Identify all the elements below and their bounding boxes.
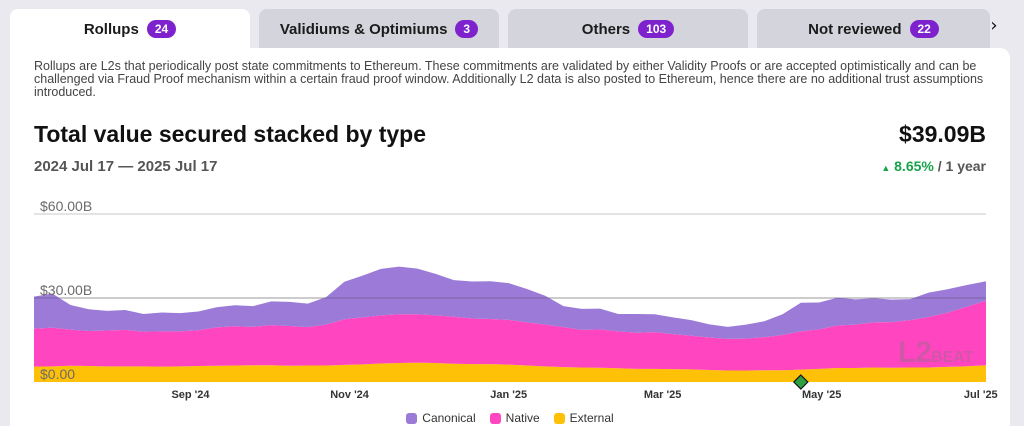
- change-indicator: ▲ 8.65% / 1 year: [881, 158, 986, 174]
- y-tick-label: $30.00B: [40, 282, 92, 298]
- chart-title: Total value secured stacked by type: [34, 121, 427, 147]
- tab-label: Others: [581, 20, 631, 38]
- legend-swatch: [489, 412, 501, 424]
- tab-validiums-optimiums[interactable]: Validiums & Optimiums 3: [259, 9, 499, 49]
- x-tick-label: Sep '24: [171, 389, 210, 401]
- legend-item-canonical[interactable]: Canonical: [406, 411, 476, 425]
- y-tick-label: $0.00: [40, 366, 75, 382]
- total-value: $39.09B: [899, 121, 986, 147]
- x-tick-label: Jan '25: [490, 389, 527, 401]
- x-tick-label: Mar '25: [644, 389, 681, 401]
- tab-bar: Rollups 24 Validiums & Optimiums 3 Other…: [10, 9, 1010, 49]
- x-tick-label: Nov '24: [330, 389, 370, 401]
- legend-item-native[interactable]: Native: [489, 411, 540, 425]
- legend-item-external[interactable]: External: [553, 411, 614, 425]
- count-badge: 103: [638, 20, 675, 38]
- legend-label: External: [569, 411, 614, 425]
- y-tick-label: $60.00B: [40, 198, 92, 214]
- legend-swatch: [553, 412, 565, 424]
- chevron-right-icon[interactable]: ›: [990, 14, 998, 36]
- x-tick-label: May '25: [802, 389, 841, 401]
- tab-label: Validiums & Optimiums: [279, 20, 448, 38]
- tab-label: Rollups: [83, 20, 139, 38]
- area-series-external: [34, 362, 986, 382]
- count-badge: 22: [909, 20, 939, 38]
- chart-legend: Canonical Native External: [10, 411, 1010, 425]
- change-period: / 1 year: [937, 158, 986, 174]
- legend-label: Canonical: [422, 411, 476, 425]
- event-marker-icon: [792, 374, 809, 390]
- tab-rollups[interactable]: Rollups 24: [10, 9, 250, 49]
- tab-label: Not reviewed: [808, 20, 902, 38]
- caret-up-icon: ▲: [881, 163, 891, 173]
- date-range: 2024 Jul 17 — 2025 Jul 17: [34, 158, 218, 175]
- description: Rollups are L2s that periodically post s…: [34, 59, 984, 99]
- legend-label: Native: [505, 411, 540, 425]
- count-badge: 24: [146, 20, 177, 38]
- count-badge: 3: [455, 20, 479, 38]
- tab-not-reviewed[interactable]: Not reviewed 22: [757, 9, 990, 49]
- stacked-area-chart[interactable]: $0.00 $30.00B $60.00B Sep '24 Nov '24 Jan '25…: [10, 48, 1010, 418]
- l2beat-logo: L2BEAT: [898, 336, 974, 369]
- change-percent: 8.65%: [894, 158, 934, 174]
- x-tick-label: Jul '25: [964, 389, 998, 401]
- area-series-native: [34, 300, 986, 371]
- legend-swatch: [406, 412, 418, 424]
- content-panel: Rollups are L2s that periodically post s…: [10, 48, 1010, 426]
- tab-others[interactable]: Others 103: [508, 9, 748, 49]
- area-series-canonical: [34, 266, 986, 339]
